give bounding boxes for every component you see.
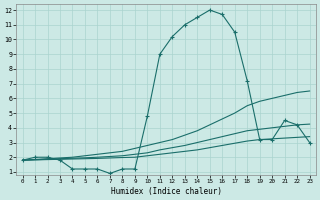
- X-axis label: Humidex (Indice chaleur): Humidex (Indice chaleur): [111, 187, 221, 196]
